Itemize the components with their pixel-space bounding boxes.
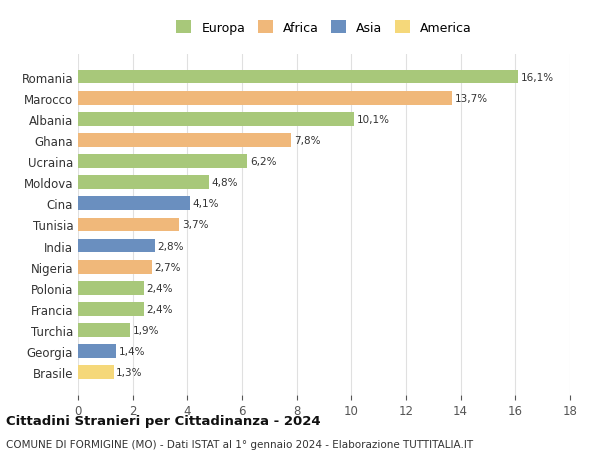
Text: 13,7%: 13,7% — [455, 94, 488, 103]
Bar — [78, 112, 354, 126]
Bar — [78, 345, 116, 358]
Text: 10,1%: 10,1% — [357, 115, 390, 124]
Text: 1,3%: 1,3% — [116, 368, 143, 377]
Bar — [78, 324, 130, 337]
Text: 2,8%: 2,8% — [157, 241, 184, 251]
Bar — [78, 366, 113, 379]
Bar — [78, 218, 179, 232]
Bar — [78, 302, 143, 316]
Text: 4,1%: 4,1% — [193, 199, 219, 209]
Text: 1,9%: 1,9% — [133, 325, 159, 335]
Text: 6,2%: 6,2% — [250, 157, 277, 167]
Text: 2,4%: 2,4% — [146, 304, 173, 314]
Text: Cittadini Stranieri per Cittadinanza - 2024: Cittadini Stranieri per Cittadinanza - 2… — [6, 414, 320, 428]
Bar — [78, 260, 152, 274]
Bar — [78, 71, 518, 84]
Bar — [78, 92, 452, 105]
Text: 7,8%: 7,8% — [294, 135, 320, 146]
Text: 16,1%: 16,1% — [521, 73, 554, 82]
Bar — [78, 176, 209, 190]
Bar — [78, 281, 143, 295]
Legend: Europa, Africa, Asia, America: Europa, Africa, Asia, America — [173, 17, 475, 38]
Text: 4,8%: 4,8% — [212, 178, 238, 188]
Text: 1,4%: 1,4% — [119, 347, 146, 356]
Text: 2,7%: 2,7% — [155, 262, 181, 272]
Text: 3,7%: 3,7% — [182, 220, 208, 230]
Bar — [78, 197, 190, 211]
Bar — [78, 239, 155, 253]
Text: 2,4%: 2,4% — [146, 283, 173, 293]
Bar — [78, 155, 247, 168]
Bar — [78, 134, 291, 147]
Text: COMUNE DI FORMIGINE (MO) - Dati ISTAT al 1° gennaio 2024 - Elaborazione TUTTITAL: COMUNE DI FORMIGINE (MO) - Dati ISTAT al… — [6, 440, 473, 449]
